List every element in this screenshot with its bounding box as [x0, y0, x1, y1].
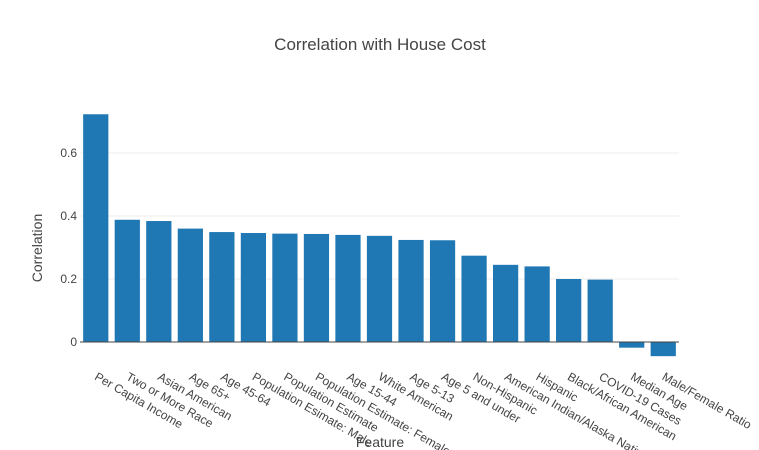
bar[interactable] — [461, 255, 487, 342]
bar[interactable] — [146, 221, 172, 342]
y-axis-title: Correlation — [29, 214, 45, 282]
chart-title: Correlation with House Cost — [274, 35, 486, 54]
bar[interactable] — [335, 234, 361, 342]
bar[interactable] — [272, 233, 298, 342]
y-tick-label: 0 — [70, 335, 77, 349]
bar[interactable] — [177, 228, 203, 342]
bar[interactable] — [492, 264, 519, 342]
bar[interactable] — [398, 239, 424, 342]
bar[interactable] — [587, 279, 613, 342]
y-tick-label: 0.2 — [60, 272, 77, 286]
y-tick-label: 0.6 — [60, 146, 77, 160]
bar[interactable] — [240, 233, 267, 342]
x-axis-title: Feature — [356, 434, 404, 450]
y-tick-label: 0.4 — [60, 209, 77, 223]
bar[interactable] — [429, 240, 456, 342]
bar[interactable] — [114, 219, 140, 342]
bar[interactable] — [524, 266, 550, 342]
bar[interactable] — [556, 279, 582, 342]
bar[interactable] — [366, 235, 393, 342]
y-axis-ticks: 0 0.2 0.4 0.6 — [60, 146, 77, 349]
bar[interactable] — [650, 342, 676, 357]
bars — [83, 114, 676, 357]
bar[interactable] — [303, 233, 330, 342]
bar[interactable] — [83, 114, 109, 342]
bar[interactable] — [209, 232, 235, 342]
bar[interactable] — [619, 342, 645, 348]
